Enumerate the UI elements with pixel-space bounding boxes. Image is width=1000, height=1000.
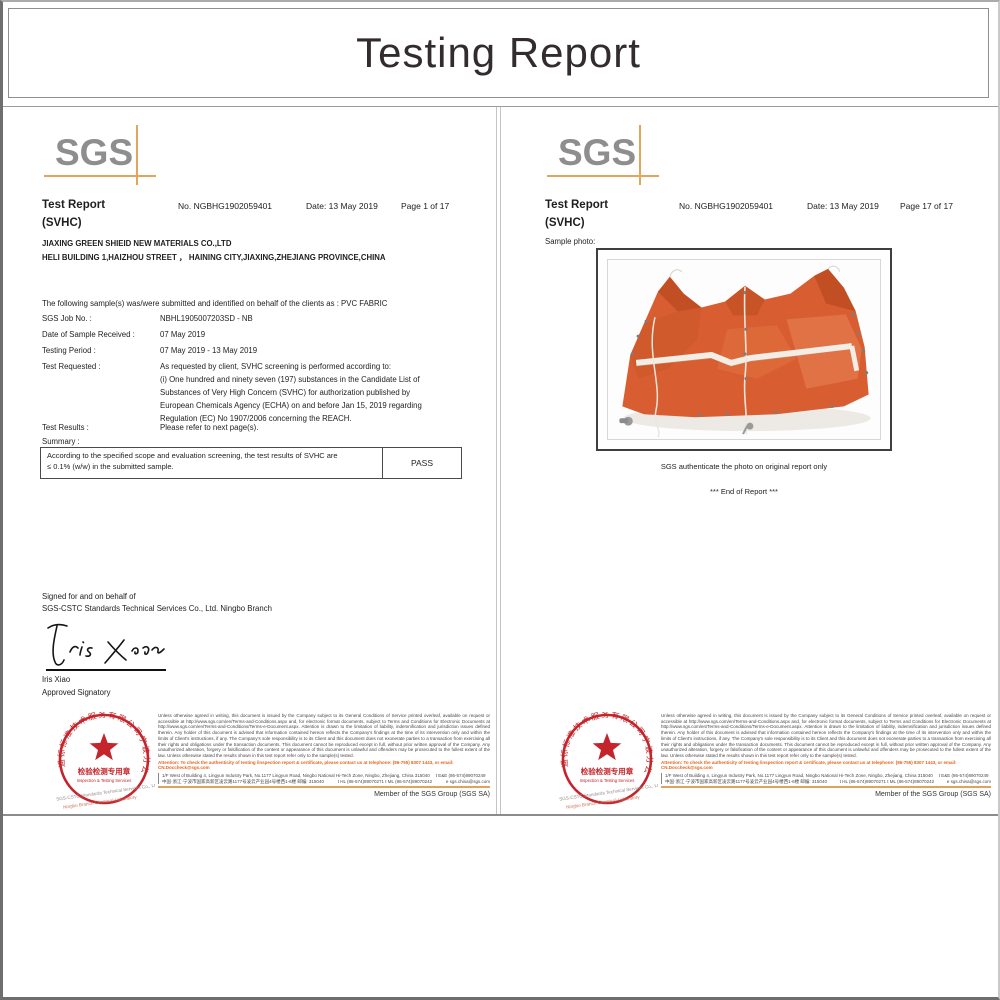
sample-photo-frame <box>596 248 892 451</box>
sgs-logo: SGS <box>44 125 170 194</box>
footer-orange-rule <box>158 786 490 789</box>
footer-address-en: 1/F West of Building 4, Lingyun Industry… <box>162 773 430 779</box>
sample-photo-pvc-fabric <box>607 259 881 440</box>
field-label-test-requested: Test Requested : <box>42 362 101 371</box>
field-label-test-results: Test Results : <box>42 423 89 432</box>
client-address: HELI BUILDING 1,HAIZHOU STREET ， HAINING… <box>42 253 386 262</box>
footer-address-en: 1/F West of Building 4, Lingyun Industry… <box>665 773 933 779</box>
report-number: No. NGBHG1902059401 <box>679 201 774 211</box>
stamp-center-en: Inspection & Testing Services <box>77 778 132 783</box>
footer-attention: Attention: To check the authenticity of … <box>158 759 454 771</box>
footer-phone-cn: t HL (86-574)89070271 t ML (86-574)89070… <box>839 778 935 784</box>
report-date: Date: 13 May 2019 <box>807 201 879 211</box>
banner: Testing Report <box>8 8 989 98</box>
field-value-test-requested: As requested by client, SVHC screening i… <box>160 362 422 423</box>
report-title: Test Report <box>42 199 106 211</box>
sgs-logo-crossline <box>639 125 641 185</box>
signed-line-1: Signed for and on behalf of <box>42 592 136 601</box>
field-label-job-no: SGS Job No. : <box>42 314 92 323</box>
field-value-test-results: Please refer to next page(s). <box>160 423 259 432</box>
page-title: Testing Report <box>356 29 641 76</box>
report-subtitle: (SVHC) <box>42 217 82 229</box>
footer-disclaimer: Unless otherwise agreed in writing, this… <box>158 713 490 758</box>
stamp-center-en: Inspection & Testing Services <box>580 778 635 783</box>
footer-address-cn: 中国·浙江·宁波市国家高新区凌云路1177号凌云产业园4号楼西1-6楼 邮编: … <box>665 778 827 784</box>
footer-fine-print: Unless otherwise agreed in writing, this… <box>661 713 991 798</box>
footer-member-text: Member of the SGS Group (SGS SA) <box>875 791 991 799</box>
divider-bottom <box>3 814 998 816</box>
footer-disclaimer: Unless otherwise agreed in writing, this… <box>661 713 991 758</box>
field-value-job-no: NBHL1905007203SD - NB <box>160 314 253 323</box>
summary-table: According to the specified scope and eva… <box>40 447 462 479</box>
report-page-17: SGS Test Report (SVHC) No. NGBHG19020594… <box>500 107 998 814</box>
red-stamp: 通标标准技术服务有限公司宁波分公司 检验检测专用章 Inspection & T… <box>55 712 155 810</box>
sample-intro: The following sample(s) was/were submitt… <box>42 299 388 308</box>
stamp-center-cn: 检验检测专用章 <box>78 766 131 776</box>
stamp-star <box>89 733 119 761</box>
footer-address-cn: 中国·浙江·宁波市国家高新区凌云路1177号凌云产业园4号楼西1-6楼 邮编: … <box>162 778 324 784</box>
field-value-testing-period: 07 May 2019 - 13 May 2019 <box>160 346 258 355</box>
footer-attention: Attention: To check the authenticity of … <box>661 759 957 771</box>
footer-member-text: Member of the SGS Group (SGS SA) <box>374 791 490 799</box>
report-title: Test Report <box>545 199 609 211</box>
stamp-star <box>592 733 622 761</box>
report-page-number: Page 1 of 17 <box>401 201 450 211</box>
footer-phone-cn: t HL (86-574)89070271 t ML (86-574)89070… <box>337 778 433 784</box>
report-number: No. NGBHG1902059401 <box>178 201 273 211</box>
sgs-logo-crossline <box>136 125 138 185</box>
photo-authentication-caption: SGS authenticate the photo on original r… <box>660 462 828 471</box>
footer-email: e sgs.china@sgs.com <box>946 778 991 784</box>
end-of-report: *** End of Report *** <box>710 487 778 496</box>
signatory-name: Iris Xiao <box>42 675 71 684</box>
client-name: JIAXING GREEN SHIEID NEW MATERIALS CO.,L… <box>42 239 232 248</box>
sgs-logo-text: SGS <box>558 132 637 173</box>
field-value-date-received: 07 May 2019 <box>160 330 206 339</box>
sgs-logo-underline <box>44 175 156 177</box>
sgs-logo-text: SGS <box>55 132 134 173</box>
signed-line-2: SGS-CSTC Standards Technical Services Co… <box>42 604 272 613</box>
report-page-number: Page 17 of 17 <box>900 201 953 211</box>
red-stamp: 通标标准技术服务有限公司宁波分公司 检验检测专用章 Inspection & T… <box>558 712 658 810</box>
field-label-date-received: Date of Sample Received : <box>42 330 135 339</box>
footer-address-en-row: 1/F West of Building 4, Lingyun Industry… <box>162 773 490 779</box>
footer-fine-print: Unless otherwise agreed in writing, this… <box>158 713 490 798</box>
footer-orange-rule <box>661 786 991 789</box>
summary-label: Summary : <box>42 437 80 446</box>
summary-text: According to the specified scope and eva… <box>41 448 383 478</box>
signature-handwriting <box>46 623 166 671</box>
footer-phone-en: t E&E (86-574)89070249 <box>938 773 989 779</box>
divider-top <box>3 106 998 107</box>
sgs-logo: SGS <box>547 125 673 194</box>
summary-result-pass: PASS <box>410 458 434 468</box>
footer-address-cn-row: 中国·浙江·宁波市国家高新区凌云路1177号凌云产业园4号楼西1-6楼 邮编: … <box>162 779 490 785</box>
sample-photo-label: Sample photo: <box>545 237 596 246</box>
footer-email: e sgs.china@sgs.com <box>445 778 490 784</box>
sgs-logo-underline <box>547 175 659 177</box>
footer-address-cn-row: 中国·浙江·宁波市国家高新区凌云路1177号凌云产业园4号楼西1-6楼 邮编: … <box>665 779 991 785</box>
report-page-1: SGS Test Report (SVHC) No. NGBHG19020594… <box>8 107 497 814</box>
field-label-testing-period: Testing Period : <box>42 346 96 355</box>
footer-address-en-row: 1/F West of Building 4, Lingyun Industry… <box>665 773 991 779</box>
report-subtitle: (SVHC) <box>545 217 585 229</box>
report-date: Date: 13 May 2019 <box>306 201 378 211</box>
footer-address-block: 1/F West of Building 4, Lingyun Industry… <box>158 773 490 785</box>
footer-address-block: 1/F West of Building 4, Lingyun Industry… <box>661 773 991 785</box>
footer-phone-en: t E&E (86-574)89070249 <box>435 773 486 779</box>
signatory-title: Approved Signatory <box>42 688 111 697</box>
stamp-center-cn: 检验检测专用章 <box>581 766 634 776</box>
